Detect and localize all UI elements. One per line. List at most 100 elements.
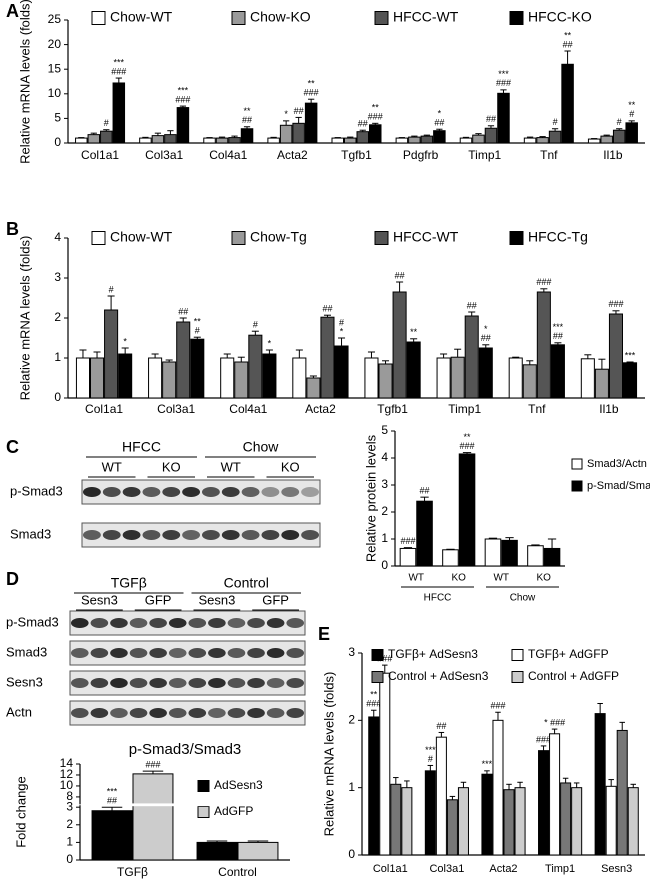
lane-label: KO (281, 459, 300, 474)
y-tick-label: 0 (54, 135, 61, 149)
y-tick-label: 5 (54, 111, 61, 125)
y-tick-label: 2 (54, 310, 61, 324)
x-tick-label: Col1a1 (81, 148, 119, 162)
bar (75, 137, 88, 144)
significance-label: ## (395, 270, 405, 280)
blot-band (247, 648, 265, 658)
x-tick-label: Col4a1 (229, 402, 267, 416)
x-tick-label: KO (537, 573, 552, 584)
bar (457, 787, 469, 856)
legend-swatch (511, 671, 524, 683)
significance-label: ### (111, 66, 126, 76)
bar (616, 729, 628, 856)
blot-band (241, 530, 260, 540)
bar (91, 810, 133, 861)
significance-label: ## (563, 39, 573, 49)
blot-band (221, 487, 240, 497)
significance-label: *** (482, 759, 493, 769)
bar (608, 313, 624, 399)
panel-label: B (6, 219, 19, 239)
bar (549, 733, 561, 856)
significance-label: *** (114, 57, 125, 67)
significance-label: * (484, 324, 488, 334)
x-tick-label: WT (493, 573, 509, 584)
bar (279, 124, 293, 144)
bar (561, 63, 574, 144)
bar (605, 785, 617, 856)
legend-label: TGFβ+ AdSesn3 (388, 647, 478, 661)
legend-swatch (91, 231, 106, 245)
bar (132, 773, 174, 861)
legend-label: TGFβ+ AdGFP (528, 647, 609, 661)
significance-label: ### (366, 699, 381, 709)
legend-swatch (197, 780, 210, 792)
bar (406, 341, 421, 399)
y-axis-label: Relative mRNA levels (folds) (321, 672, 336, 837)
blot-strip (69, 670, 306, 696)
significance-label: *** (425, 745, 436, 755)
significance-label: ** (244, 106, 252, 116)
bar (594, 713, 606, 856)
blot-band (142, 530, 161, 540)
bar (364, 357, 379, 399)
x-tick-label: Col3a1 (157, 402, 195, 416)
bar (408, 136, 421, 144)
significance-label: ### (536, 734, 551, 744)
bar (390, 783, 402, 856)
bar (501, 539, 518, 567)
blot-band (266, 648, 285, 658)
group-label: TGFβ (111, 575, 147, 591)
blot-band (241, 487, 260, 497)
blot-band (188, 708, 207, 718)
bar (484, 127, 498, 144)
significance-label: ## (481, 333, 491, 343)
bar (89, 357, 105, 399)
blot-band (286, 618, 305, 628)
x-tick-label: Timp1 (468, 148, 501, 162)
legend-swatch (511, 649, 524, 661)
bar (401, 787, 413, 856)
blot-band (201, 487, 220, 497)
bar (550, 344, 565, 399)
bar (164, 134, 177, 144)
lane-label: WT (221, 459, 241, 474)
blot-band (90, 618, 109, 628)
legend-label: HFCC-KO (528, 9, 592, 25)
bar (600, 135, 613, 144)
bar (100, 130, 113, 144)
legend-swatch (374, 11, 389, 25)
bar (523, 137, 537, 144)
significance-label: ## (486, 114, 496, 124)
x-tick-label: Acta2 (489, 863, 517, 875)
bar (497, 92, 510, 144)
bar (112, 82, 126, 144)
bar (536, 291, 551, 399)
bar (472, 134, 485, 144)
legend-label: Chow-WT (110, 229, 173, 245)
legend-swatch (231, 231, 246, 245)
x-tick-label: Col4a1 (209, 148, 247, 162)
bar (625, 122, 638, 144)
significance-label: ### (490, 701, 505, 711)
x-tick-label: KO (452, 573, 467, 584)
significance-label: ## (467, 300, 477, 310)
blot-band (162, 487, 181, 497)
significance-label: ** (410, 327, 418, 337)
bar (203, 137, 216, 144)
blot-band (149, 678, 167, 688)
y-tick-label: 3 (381, 477, 388, 491)
y-tick-label: 10 (48, 86, 62, 100)
bar (481, 773, 493, 856)
blot-band (208, 648, 226, 658)
lane-label: KO (162, 459, 181, 474)
lane-label: WT (102, 459, 122, 474)
bar (508, 357, 523, 399)
bar (424, 770, 436, 856)
bar (215, 137, 229, 144)
x-tick-label: Control (218, 865, 257, 879)
legend-label: Control + AdSesn3 (388, 669, 489, 683)
x-tick-label: Pdgfrb (403, 148, 439, 162)
bar (484, 538, 502, 567)
significance-label: # (253, 320, 258, 330)
y-tick-label: 3 (66, 799, 73, 813)
